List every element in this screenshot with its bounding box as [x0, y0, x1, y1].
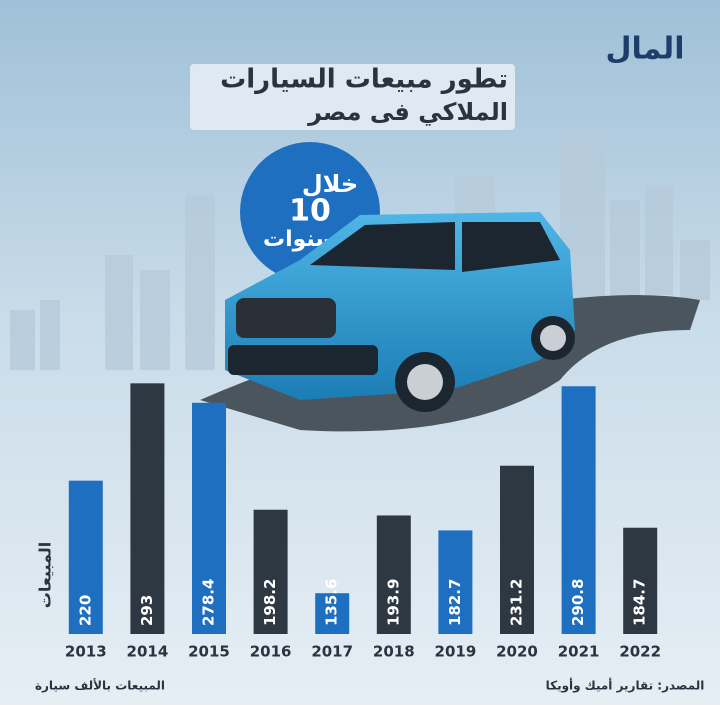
logo: المال: [606, 32, 685, 67]
value-label: 184.7: [631, 579, 649, 626]
value-label: 278.4: [200, 579, 218, 626]
bar: [623, 527, 658, 634]
value-label: 135.6: [323, 579, 341, 626]
y-axis-label: المبيعات: [36, 542, 55, 608]
x-tick-label: 2019: [435, 643, 477, 661]
bar: [438, 530, 473, 634]
value-label: 231.2: [508, 579, 526, 626]
bar: [561, 386, 596, 634]
bar: [315, 593, 350, 634]
bar: [192, 402, 226, 634]
x-tick-label: 2018: [373, 643, 415, 661]
bar: [253, 509, 288, 634]
chart-subtitle: الملاكي فى مصر: [307, 98, 508, 126]
bar: [500, 465, 534, 634]
bar: [130, 383, 165, 634]
value-label: 193.9: [384, 579, 402, 626]
value-label: 293: [138, 595, 156, 626]
x-tick-label: 2021: [558, 643, 600, 661]
chart-title: تطور مبيعات السيارات: [220, 65, 508, 95]
title-box: [190, 64, 515, 130]
x-tick-label: 2016: [250, 643, 292, 661]
value-label: 182.7: [446, 579, 464, 626]
bar: [376, 515, 411, 634]
note: المبيعات بالألف سيارة: [35, 678, 165, 693]
x-tick-label: 2013: [65, 643, 107, 661]
car: [225, 212, 575, 412]
x-tick-label: 2022: [619, 643, 661, 661]
x-tick-label: 2020: [496, 643, 538, 661]
value-label: 198.2: [261, 579, 279, 626]
value-label: 220: [76, 595, 94, 626]
badge-number: 10: [289, 194, 331, 229]
x-tick-label: 2017: [311, 643, 353, 661]
value-label: 290.8: [569, 579, 587, 626]
badge-text: خلال: [302, 170, 358, 198]
source: المصدر: تقارير أميك وأويكا: [546, 678, 705, 694]
x-tick-label: 2014: [127, 643, 169, 661]
bar: [68, 480, 103, 634]
x-tick-label: 2015: [188, 643, 230, 661]
